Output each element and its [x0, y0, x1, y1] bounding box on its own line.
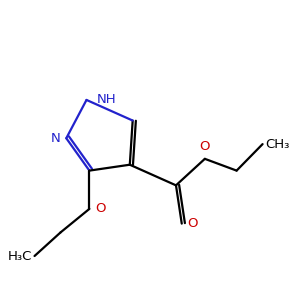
Text: O: O [200, 140, 210, 153]
Text: NH: NH [97, 93, 116, 106]
Text: O: O [188, 217, 198, 230]
Text: CH₃: CH₃ [266, 138, 290, 151]
Text: O: O [95, 202, 106, 215]
Text: H₃C: H₃C [7, 250, 31, 262]
Text: N: N [51, 132, 61, 145]
